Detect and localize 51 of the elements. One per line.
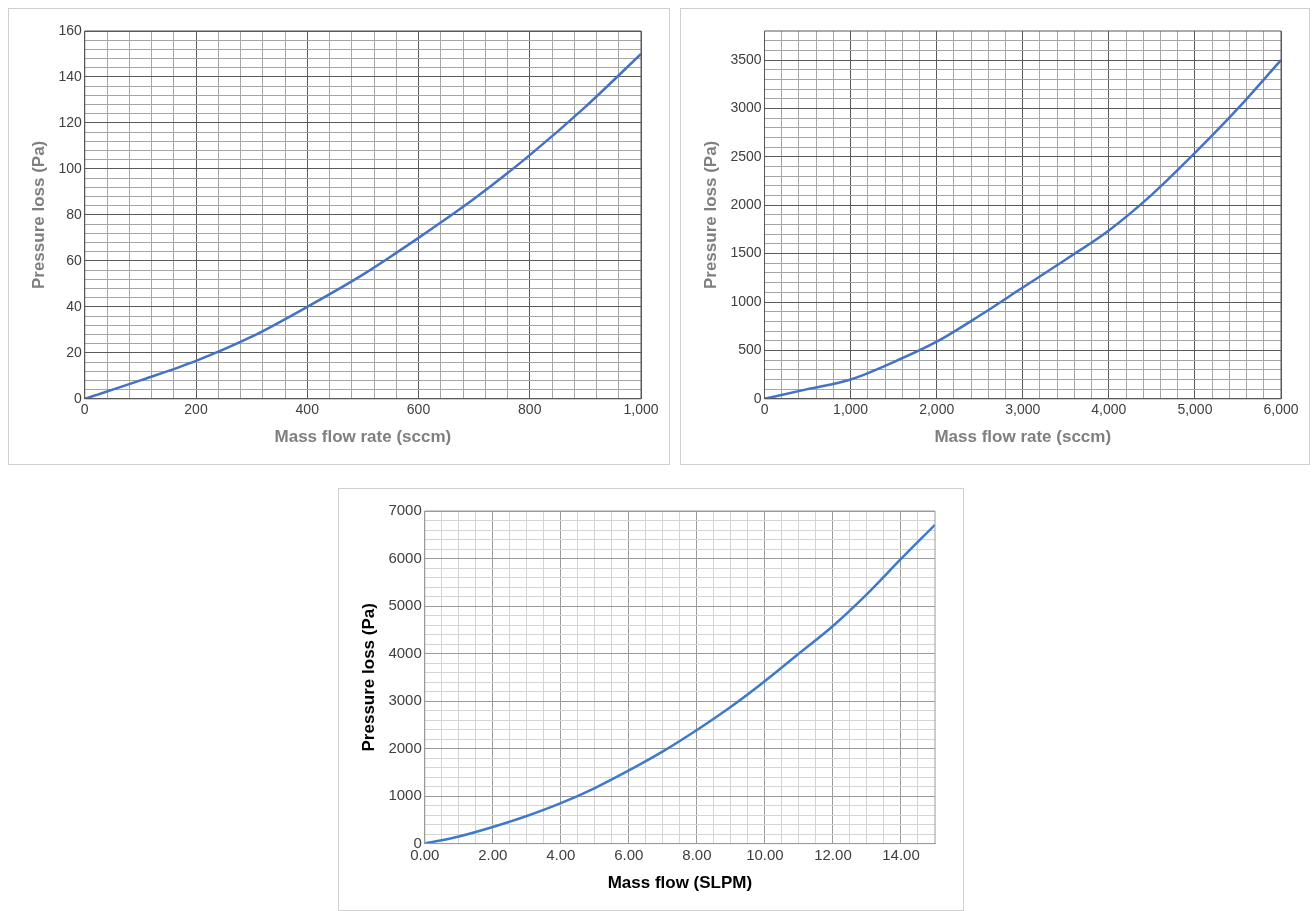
y-tick-label: 60: [66, 251, 82, 268]
y-tick-label: 160: [58, 21, 82, 38]
x-tick-label: 4.00: [546, 845, 576, 863]
x-tick-label: 3,000: [1005, 401, 1041, 418]
y-axis-title: Pressure loss (Pa): [358, 603, 378, 752]
y-tick-label: 1000: [388, 786, 422, 804]
line-series: [84, 52, 641, 399]
y-tick-label: 20: [66, 343, 82, 360]
y-tick-label: 500: [738, 341, 762, 358]
y-tick-label: 40: [66, 297, 82, 314]
x-tick-label: 600: [406, 401, 431, 418]
y-tick-label: 2000: [730, 196, 762, 213]
y-tick-label: 3500: [730, 50, 762, 67]
y-axis-title: Pressure loss (Pa): [28, 140, 48, 290]
x-tick-label: 10.00: [746, 845, 784, 863]
y-tick-label: 0: [753, 389, 762, 406]
x-tick-label: 800: [518, 401, 542, 418]
x-tick-label: 4,000: [1091, 401, 1127, 418]
y-tick-label: 80: [66, 205, 82, 222]
x-tick-label: 1,000: [833, 401, 869, 418]
y-tick-label: 0: [73, 389, 82, 406]
x-axis-title: Mass flow rate (sccm): [274, 427, 452, 447]
line-series: [424, 523, 935, 844]
line-series: [764, 58, 1281, 399]
y-tick-label: 3000: [388, 691, 422, 709]
x-tick-label: 6.00: [614, 845, 644, 863]
x-tick-label: 2.00: [478, 845, 508, 863]
y-tick-label: 1500: [730, 244, 762, 261]
x-tick-label: 12.00: [814, 845, 852, 863]
y-tick-label: 140: [58, 67, 82, 84]
y-tick-label: 2000: [388, 738, 422, 756]
y-tick-label: 6000: [388, 548, 422, 566]
y-tick-label: 5000: [388, 596, 422, 614]
y-tick-label: 4000: [388, 643, 422, 661]
x-tick-label: 8.00: [682, 845, 712, 863]
x-tick-label: 14.00: [882, 845, 920, 863]
y-tick-label: 7000: [388, 501, 422, 519]
y-tick-label: 1000: [730, 292, 762, 309]
y-tick-label: 2500: [730, 147, 762, 164]
x-tick-label: 1,000: [623, 401, 659, 418]
y-tick-label: 100: [58, 159, 82, 176]
x-axis-title: Mass flow (SLPM): [607, 873, 753, 893]
y-tick-label: 120: [58, 113, 82, 130]
x-tick-label: 5,000: [1177, 401, 1213, 418]
x-axis-title: Mass flow rate (sccm): [934, 427, 1112, 447]
y-axis-title: Pressure loss (Pa): [700, 140, 720, 290]
x-tick-label: 200: [184, 401, 208, 418]
y-tick-label: 3000: [730, 99, 762, 116]
x-tick-label: 2,000: [919, 401, 955, 418]
x-tick-label: 400: [295, 401, 320, 418]
x-tick-label: 6,000: [1263, 401, 1299, 418]
